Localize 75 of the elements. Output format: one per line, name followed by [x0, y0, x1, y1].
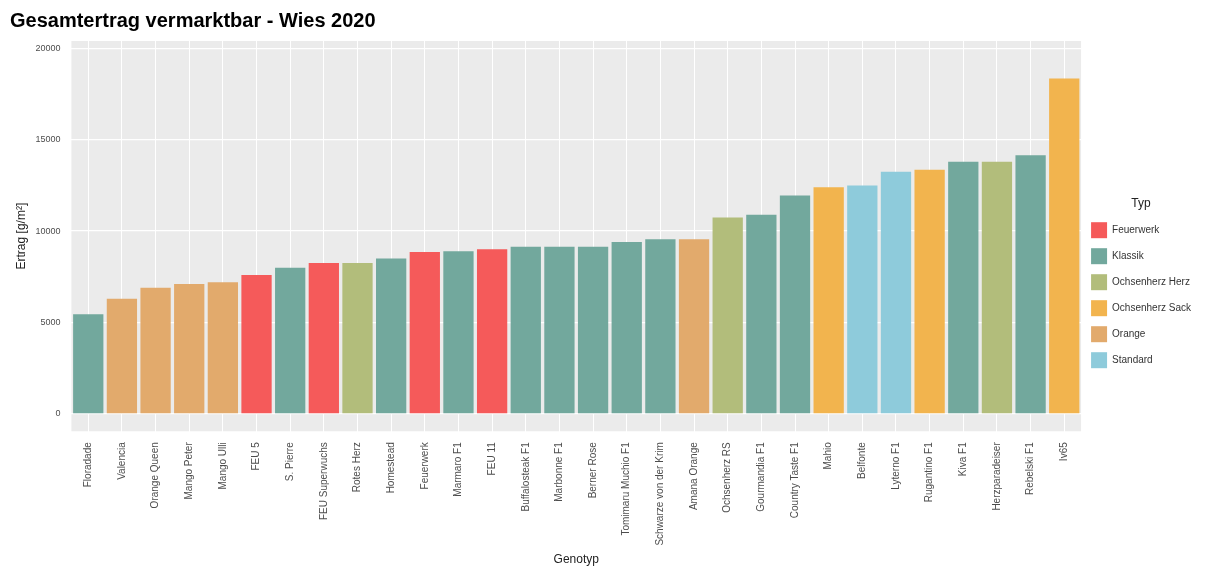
x-tick-label: S. Pierre [283, 441, 295, 482]
x-tick-label: Marmaro F1 [452, 441, 464, 497]
x-tick-label: Rotes Herz [351, 442, 363, 493]
x-tick-label: Belfonte [856, 441, 868, 479]
y-tick-label: 5000 [40, 316, 61, 327]
bar [241, 274, 272, 414]
bar [544, 246, 575, 414]
x-tick-label: Lyterno F1 [889, 441, 901, 490]
bar [847, 185, 878, 414]
bar [443, 251, 474, 414]
x-tick-label: Mahio [822, 441, 834, 470]
bar [981, 161, 1013, 414]
bar [207, 282, 239, 414]
x-tick-label: Homestead [384, 442, 396, 494]
bar [342, 263, 373, 414]
bar [510, 246, 541, 414]
y-tick-label: 10000 [35, 225, 61, 236]
x-tick-label: Berner Rose [586, 441, 598, 499]
y-tick-label: 0 [55, 408, 61, 419]
bar [376, 258, 407, 414]
legend-label: Feuerwerk [1112, 223, 1161, 235]
bar [712, 217, 743, 414]
x-tick-label: Mango Ulli [216, 442, 228, 490]
x-tick-label: Feuerwerk [418, 441, 430, 490]
x-tick-label: Schwarze von der Krim [654, 442, 666, 546]
y-tick-label: 20000 [35, 42, 61, 53]
x-tick-label: Marbonne F1 [553, 441, 565, 502]
x-tick-label: Rugantino F1 [923, 441, 935, 503]
x-tick-label: Valencia [115, 441, 127, 480]
y-axis-title: Ertrag [g/m²] [13, 202, 28, 270]
y-tick-label: 15000 [35, 134, 61, 145]
x-tick-label: Mango Peter [182, 441, 194, 500]
bar [678, 239, 710, 414]
legend-title: Typ [1131, 196, 1152, 211]
x-tick-label: Floradade [82, 441, 93, 488]
chart-title: Gesamtertrag vermarktbar - Wies 2020 [10, 8, 376, 31]
legend-label: Ochsenherz Herz [1112, 275, 1190, 287]
bar [577, 246, 609, 414]
bar [914, 169, 945, 414]
bar [275, 267, 306, 414]
bar [746, 214, 777, 414]
x-tick-label: Rebelski F1 [1024, 441, 1036, 496]
bar [948, 161, 979, 414]
bar [476, 249, 508, 414]
x-tick-label: Iv65 [1058, 441, 1069, 462]
bar [611, 242, 642, 414]
x-tick-label: Tomimaru Muchio F1 [620, 441, 632, 536]
bar [73, 314, 104, 414]
legend-label: Klassik [1112, 249, 1145, 261]
bar [813, 187, 844, 414]
legend-label: Ochsenherz Sack [1112, 301, 1192, 313]
x-tick-label: Kiva F1 [957, 441, 969, 477]
bar [106, 298, 138, 414]
bar [1049, 78, 1080, 414]
x-tick-label: Gourmandia F1 [755, 441, 767, 512]
bar [645, 239, 676, 414]
x-tick-label: FEU 11 [485, 441, 497, 476]
x-axis-title: Genotyp [553, 552, 600, 567]
x-tick-label: Country Taste F1 [788, 441, 800, 519]
bar [409, 252, 440, 414]
bar [880, 171, 912, 414]
bar [140, 287, 171, 414]
bar [174, 284, 205, 414]
x-tick-label: Herzparadeiser [990, 441, 1002, 511]
legend-label: Orange [1112, 327, 1146, 339]
x-tick-label: Buffalosteak F1 [519, 441, 531, 512]
x-tick-label: Orange Queen [149, 442, 161, 509]
x-tick-label: Ochsenherz RS [721, 441, 733, 513]
bar [1015, 155, 1046, 414]
legend-label: Standard [1112, 353, 1153, 365]
x-tick-label: Amana Orange [687, 441, 699, 511]
bar [779, 195, 811, 414]
x-tick-label: FEU Superwuchs [317, 442, 329, 521]
bar [308, 263, 339, 414]
x-tick-label: FEU 5 [250, 441, 262, 471]
